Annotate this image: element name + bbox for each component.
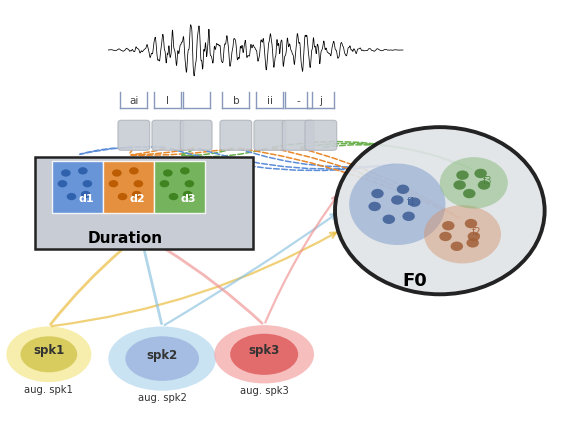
Circle shape	[129, 167, 139, 175]
Circle shape	[463, 189, 475, 198]
Text: f3: f3	[483, 176, 492, 186]
Ellipse shape	[335, 127, 545, 294]
Circle shape	[132, 191, 141, 198]
Text: d3: d3	[181, 194, 196, 204]
Circle shape	[57, 180, 67, 187]
FancyBboxPatch shape	[152, 120, 183, 150]
Text: aug. spk3: aug. spk3	[240, 386, 289, 396]
Circle shape	[397, 184, 409, 194]
Text: j: j	[319, 96, 322, 106]
Text: spk1: spk1	[34, 344, 65, 357]
Circle shape	[180, 167, 190, 175]
Ellipse shape	[20, 336, 77, 372]
Text: aug. spk1: aug. spk1	[24, 385, 73, 395]
Circle shape	[185, 180, 194, 187]
Circle shape	[478, 180, 490, 190]
Ellipse shape	[6, 326, 91, 382]
FancyBboxPatch shape	[254, 120, 286, 150]
Circle shape	[369, 202, 381, 211]
Ellipse shape	[230, 334, 298, 375]
Text: ii: ii	[267, 96, 273, 106]
Circle shape	[466, 238, 479, 248]
Text: -: -	[296, 96, 300, 106]
Circle shape	[82, 180, 92, 187]
Ellipse shape	[349, 163, 445, 245]
FancyBboxPatch shape	[305, 120, 337, 150]
FancyBboxPatch shape	[52, 161, 103, 214]
Circle shape	[453, 180, 466, 190]
FancyBboxPatch shape	[282, 120, 314, 150]
Circle shape	[81, 191, 90, 198]
Text: F0: F0	[402, 273, 427, 290]
Ellipse shape	[214, 325, 314, 384]
Ellipse shape	[440, 157, 508, 209]
Circle shape	[371, 189, 384, 198]
Text: d1: d1	[78, 194, 94, 204]
Circle shape	[61, 169, 70, 177]
Circle shape	[474, 169, 487, 178]
Text: l: l	[166, 96, 169, 106]
Ellipse shape	[424, 205, 501, 264]
Circle shape	[408, 197, 420, 207]
FancyBboxPatch shape	[220, 120, 252, 150]
Ellipse shape	[126, 336, 199, 381]
Ellipse shape	[108, 326, 216, 391]
Circle shape	[108, 180, 118, 187]
Text: f2: f2	[472, 227, 482, 237]
Text: aug. spk2: aug. spk2	[138, 393, 187, 403]
Circle shape	[465, 219, 477, 228]
Circle shape	[169, 193, 178, 200]
Circle shape	[456, 170, 469, 180]
Circle shape	[383, 215, 395, 224]
Circle shape	[160, 180, 169, 187]
Text: ai: ai	[129, 96, 139, 106]
Circle shape	[450, 242, 463, 251]
Circle shape	[112, 169, 122, 177]
Circle shape	[66, 193, 76, 200]
Circle shape	[442, 221, 454, 230]
Circle shape	[467, 232, 480, 241]
Text: spk3: spk3	[249, 344, 280, 357]
FancyBboxPatch shape	[118, 120, 150, 150]
Text: d2: d2	[130, 194, 145, 204]
Circle shape	[118, 193, 127, 200]
Text: spk2: spk2	[147, 349, 178, 362]
Circle shape	[391, 195, 403, 205]
Circle shape	[163, 169, 173, 177]
Circle shape	[402, 212, 415, 221]
Text: f1: f1	[407, 197, 416, 207]
Circle shape	[133, 180, 143, 187]
FancyBboxPatch shape	[154, 161, 204, 214]
Circle shape	[183, 191, 193, 198]
FancyBboxPatch shape	[35, 157, 253, 249]
Circle shape	[78, 167, 87, 175]
Circle shape	[439, 232, 452, 241]
Text: b: b	[232, 96, 239, 106]
Text: Duration: Duration	[88, 231, 163, 246]
FancyBboxPatch shape	[180, 120, 212, 150]
FancyBboxPatch shape	[103, 161, 154, 214]
